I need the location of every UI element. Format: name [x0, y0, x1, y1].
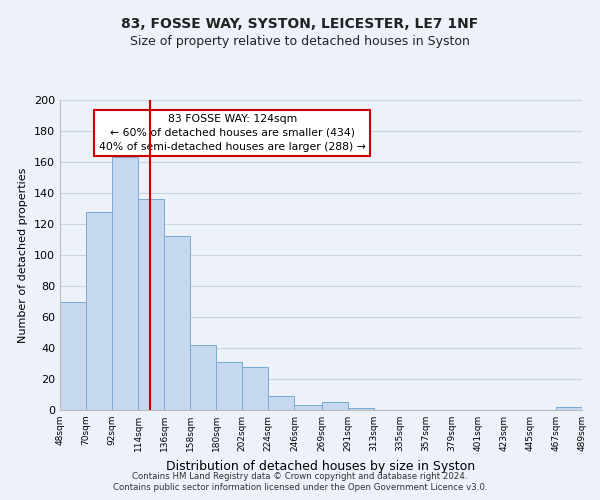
Bar: [556, 407, 582, 410]
X-axis label: Distribution of detached houses by size in Syston: Distribution of detached houses by size …: [166, 460, 476, 472]
Bar: [164, 236, 190, 410]
Bar: [138, 199, 164, 410]
Bar: [242, 366, 268, 410]
Text: Contains HM Land Registry data © Crown copyright and database right 2024.: Contains HM Land Registry data © Crown c…: [132, 472, 468, 481]
Bar: [347, 408, 374, 410]
Bar: [268, 396, 295, 410]
Text: Contains public sector information licensed under the Open Government Licence v3: Contains public sector information licen…: [113, 484, 487, 492]
Bar: [216, 362, 242, 410]
Y-axis label: Number of detached properties: Number of detached properties: [19, 168, 28, 342]
Bar: [190, 345, 216, 410]
Text: Size of property relative to detached houses in Syston: Size of property relative to detached ho…: [130, 35, 470, 48]
Text: 83 FOSSE WAY: 124sqm
← 60% of detached houses are smaller (434)
40% of semi-deta: 83 FOSSE WAY: 124sqm ← 60% of detached h…: [99, 114, 365, 152]
Bar: [112, 158, 138, 410]
Text: 83, FOSSE WAY, SYSTON, LEICESTER, LE7 1NF: 83, FOSSE WAY, SYSTON, LEICESTER, LE7 1N…: [121, 18, 479, 32]
Bar: [322, 402, 347, 410]
Bar: [86, 212, 112, 410]
Bar: [295, 406, 322, 410]
Bar: [60, 302, 86, 410]
